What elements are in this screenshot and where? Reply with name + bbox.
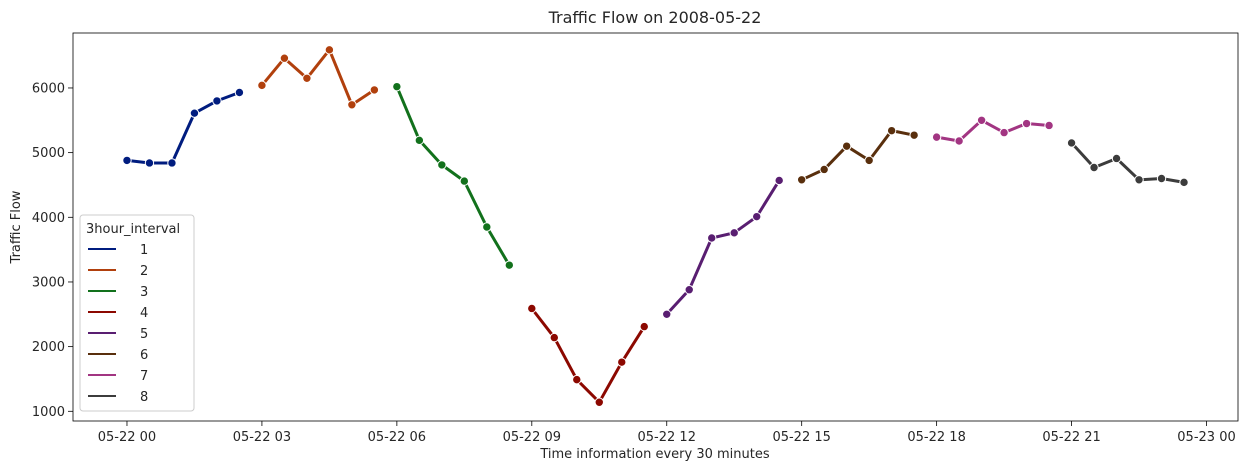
data-point [482,222,492,232]
data-point [324,45,335,55]
data-point [144,158,155,168]
data-point [572,374,582,385]
series-line [800,129,916,182]
data-point [504,260,515,270]
legend-label: 8 [140,390,148,405]
y-tick-label: 1000 [32,405,65,420]
data-point [1066,138,1077,148]
chart-title: Traffic Flow on 2008-05-22 [548,8,762,27]
data-point [1179,177,1189,188]
x-tick-label: 05-22 15 [772,430,830,445]
data-point [707,233,717,243]
x-tick-label: 05-22 06 [368,430,426,445]
data-point [684,285,694,295]
series-7 [931,115,1054,146]
data-point [234,87,245,98]
legend-label: 1 [140,243,148,258]
data-point [1134,175,1144,185]
data-point [1156,173,1167,184]
legend-title: 3hour_interval [86,222,180,237]
legend-label: 5 [140,327,148,342]
data-point [392,81,402,92]
data-point [527,303,537,314]
series-1 [122,87,245,168]
legend-label: 3 [140,285,148,300]
y-tick-label: 3000 [32,275,65,290]
data-point [1089,162,1099,173]
data-point [122,155,132,166]
legend-label: 4 [140,306,148,321]
data-point [752,211,762,222]
data-point [774,175,784,186]
data-point [459,176,470,186]
legend-label: 2 [140,264,148,279]
y-axis: 1000 2000 3000 4000 5000 6000 [32,81,73,420]
x-tick-label: 05-22 21 [1042,430,1100,445]
x-axis-label: Time information every 30 minutes [539,447,769,462]
y-tick-label: 2000 [32,340,65,355]
data-point [189,108,200,118]
data-point [976,115,987,126]
series-3 [392,81,515,270]
series-6 [796,125,919,185]
data-point [279,53,290,63]
data-point [819,164,829,175]
series-line [665,178,781,316]
series-line [530,307,646,404]
data-point [302,73,312,83]
y-axis-label: Traffic Flow [9,190,24,264]
series-line [395,85,511,267]
data-point [212,96,222,106]
plot-frame [72,32,1239,422]
data-point [841,141,852,151]
y-tick-label: 5000 [32,146,65,161]
data-point [1044,120,1054,131]
series-2 [257,45,380,110]
data-point [931,132,942,142]
x-tick-label: 05-22 03 [233,430,291,445]
data-point [549,332,559,343]
series-line [125,91,241,165]
series-5 [662,175,784,319]
data-point [1111,153,1122,164]
data-point [864,155,874,166]
legend-label: 7 [140,369,148,384]
data-point [954,136,964,146]
data-point [662,309,672,319]
x-tick-label: 05-23 00 [1177,430,1235,445]
data-point [369,85,380,95]
data-point [909,130,919,140]
data-point [796,175,807,185]
series-line [260,48,376,107]
legend-label: 6 [140,348,148,363]
data-point [639,321,649,332]
series-8 [1066,138,1189,188]
data-point [167,158,177,168]
data-point [617,357,627,367]
series-4 [527,303,649,407]
x-tick-label: 05-22 18 [907,430,965,445]
legend: 3hour_interval 1 2 3 4 5 6 7 8 [79,214,195,412]
data-point [257,80,267,91]
data-point [414,135,425,146]
y-tick-label: 4000 [32,211,65,226]
x-tick-label: 05-22 00 [98,430,156,445]
data-point [886,125,897,136]
data-point [594,397,604,407]
data-point [347,100,357,110]
series-line [1070,141,1186,184]
legend-box [79,214,195,412]
y-tick-label: 6000 [32,81,65,96]
plot-area [122,45,1189,407]
data-point [1021,118,1032,129]
series-line [935,118,1051,143]
data-point [999,127,1009,138]
x-tick-label: 05-22 09 [503,430,561,445]
data-point [729,228,739,238]
x-tick-label: 05-22 12 [638,430,696,445]
x-axis: 05-22 00 05-22 03 05-22 06 05-22 09 05-22 12… [98,421,1236,445]
data-point [437,160,447,170]
